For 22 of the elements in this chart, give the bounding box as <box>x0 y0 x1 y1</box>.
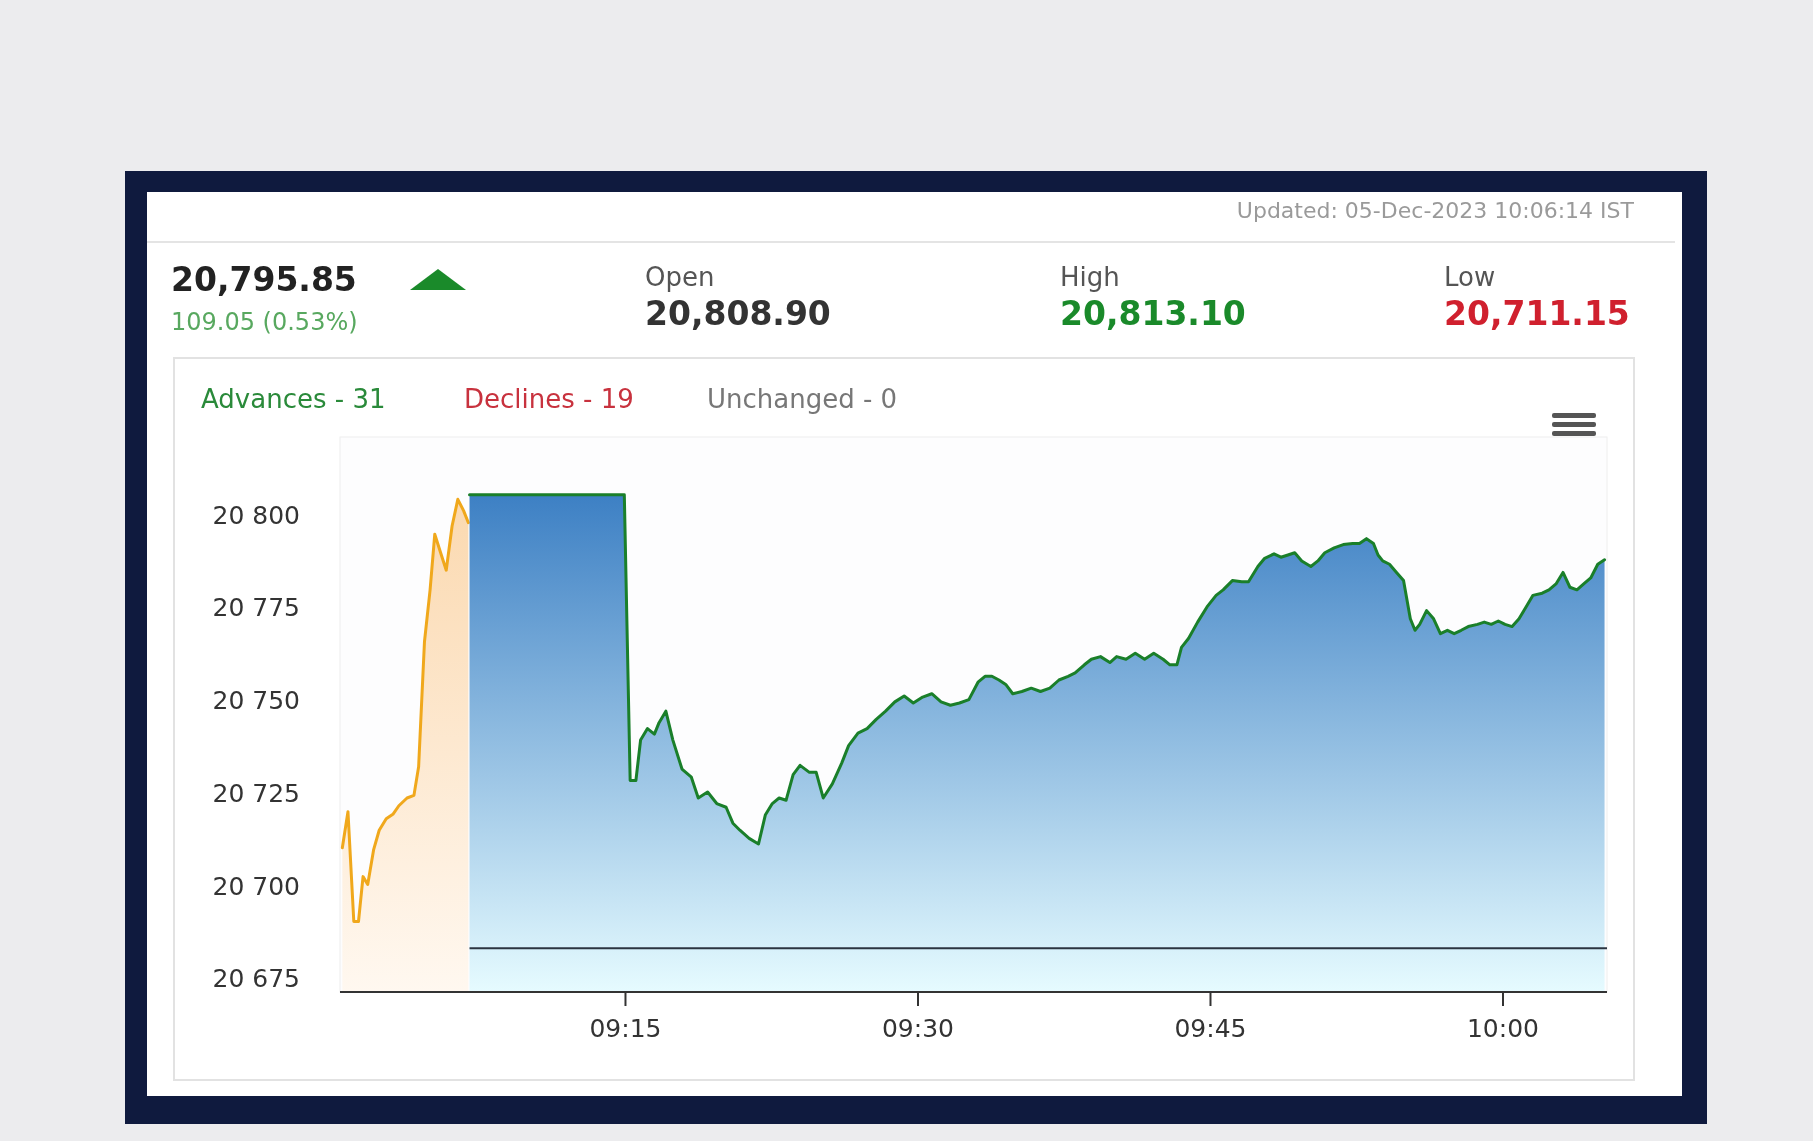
text: Low <box>1444 262 1496 292</box>
x-tick-label: 10:00 <box>1466 1014 1540 1043</box>
text: Unchanged - 0 <box>707 384 898 414</box>
y-tick-label: 20 750 <box>212 686 300 716</box>
x-tick-label: 09:15 <box>589 1014 662 1043</box>
x-tick-label: 09:30 <box>881 1014 955 1043</box>
text: High <box>1060 262 1120 292</box>
text: 20,813.10 <box>1060 294 1246 333</box>
x-tick-label: 09:45 <box>1174 1014 1247 1043</box>
text: 109.05 (0.53%) <box>171 308 358 336</box>
y-tick-label: 20 775 <box>212 593 300 623</box>
text: Declines - 19 <box>464 384 634 414</box>
y-tick-label: 20 725 <box>212 778 300 808</box>
y-tick-label: 20 800 <box>212 500 300 530</box>
text: Advances - 31 <box>201 384 386 414</box>
text: 20,711.15 <box>1444 294 1630 333</box>
text: 20,795.85 <box>171 260 357 299</box>
text: Open <box>645 262 715 292</box>
text: Updated: 05-Dec-2023 10:06:14 IST <box>1236 198 1635 223</box>
y-tick-label: 20 700 <box>212 871 300 901</box>
y-tick-label: 20 675 <box>212 964 300 994</box>
text: 20,808.90 <box>645 294 831 333</box>
